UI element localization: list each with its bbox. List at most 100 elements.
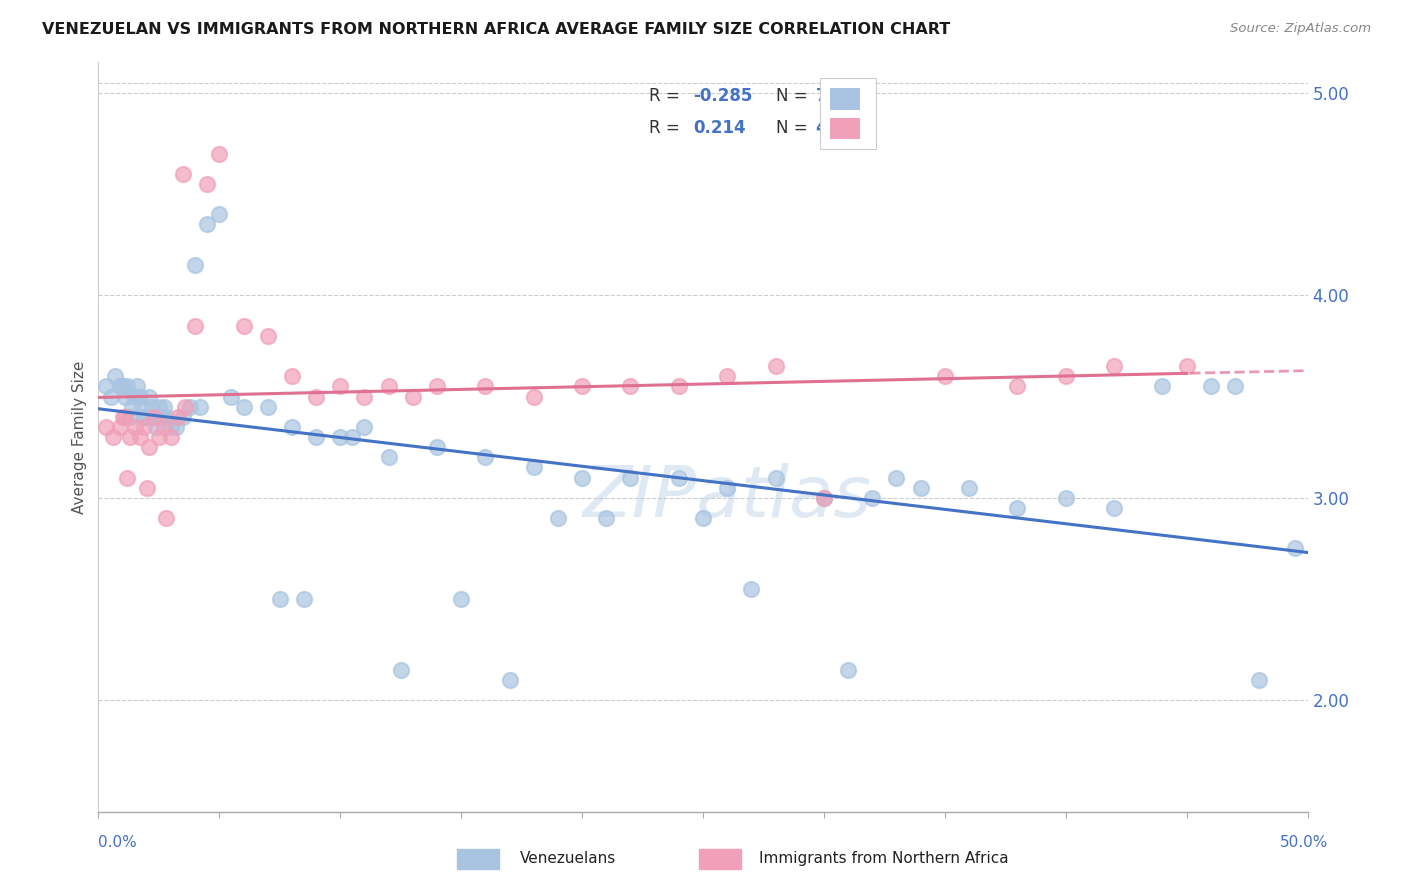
Point — [117, 470, 139, 484]
Text: R =: R = — [648, 87, 685, 105]
Point — [329, 379, 352, 393]
Point — [269, 592, 291, 607]
Point — [155, 511, 177, 525]
Point — [152, 400, 174, 414]
Point — [281, 420, 304, 434]
Point — [1007, 379, 1029, 393]
Point — [813, 491, 835, 505]
Point — [886, 470, 908, 484]
Point — [571, 470, 593, 484]
Point — [342, 430, 364, 444]
Text: 50.0%: 50.0% — [1281, 836, 1329, 850]
Point — [256, 328, 278, 343]
Point — [910, 481, 932, 495]
Point — [692, 511, 714, 525]
Point — [1102, 500, 1125, 515]
Point — [377, 379, 399, 393]
Point — [118, 409, 141, 424]
Point — [668, 470, 690, 484]
Point — [145, 420, 167, 434]
Point — [108, 379, 131, 393]
Text: N =: N = — [776, 120, 813, 137]
Point — [934, 369, 956, 384]
Point — [94, 420, 117, 434]
Point — [595, 511, 617, 525]
Text: 0.214: 0.214 — [693, 120, 747, 137]
Text: 44: 44 — [815, 120, 839, 137]
Point — [860, 491, 883, 505]
Point — [232, 400, 254, 414]
Point — [114, 409, 136, 424]
Point — [160, 420, 183, 434]
Point — [104, 369, 127, 384]
Point — [292, 592, 315, 607]
Point — [208, 207, 231, 221]
Point — [716, 481, 738, 495]
Point — [128, 390, 150, 404]
Point — [134, 420, 156, 434]
Point — [389, 663, 412, 677]
Point — [148, 400, 170, 414]
Point — [377, 450, 399, 465]
Point — [1223, 379, 1246, 393]
Point — [837, 663, 859, 677]
Point — [305, 430, 328, 444]
Text: Source: ZipAtlas.com: Source: ZipAtlas.com — [1230, 22, 1371, 36]
Point — [135, 409, 157, 424]
Point — [124, 390, 146, 404]
Point — [208, 146, 231, 161]
Point — [765, 359, 787, 374]
Point — [281, 369, 304, 384]
Point — [474, 450, 496, 465]
Point — [172, 167, 194, 181]
Text: Venezuelans: Venezuelans — [520, 851, 616, 865]
Point — [256, 400, 278, 414]
Text: N =: N = — [776, 87, 813, 105]
Point — [111, 379, 134, 393]
Point — [571, 379, 593, 393]
Point — [716, 369, 738, 384]
Point — [134, 409, 156, 424]
Text: VENEZUELAN VS IMMIGRANTS FROM NORTHERN AFRICA AVERAGE FAMILY SIZE CORRELATION CH: VENEZUELAN VS IMMIGRANTS FROM NORTHERN A… — [42, 22, 950, 37]
Text: Immigrants from Northern Africa: Immigrants from Northern Africa — [759, 851, 1010, 865]
Point — [114, 390, 136, 404]
Text: R =: R = — [648, 120, 690, 137]
Point — [668, 379, 690, 393]
Point — [1054, 369, 1077, 384]
Point — [179, 400, 201, 414]
Point — [426, 379, 449, 393]
Point — [174, 400, 197, 414]
Point — [740, 582, 762, 596]
Point — [155, 409, 177, 424]
Point — [160, 430, 183, 444]
Legend: , : , — [820, 78, 876, 150]
Point — [135, 481, 157, 495]
Point — [619, 470, 641, 484]
Point — [118, 430, 141, 444]
Point — [1175, 359, 1198, 374]
Point — [523, 390, 546, 404]
Point — [100, 390, 122, 404]
Point — [131, 400, 153, 414]
Point — [148, 430, 170, 444]
Point — [138, 390, 160, 404]
Point — [172, 409, 194, 424]
Point — [523, 460, 546, 475]
Point — [232, 318, 254, 333]
Text: 0.0%: 0.0% — [98, 836, 138, 850]
Point — [111, 409, 134, 424]
Point — [143, 409, 166, 424]
Point — [195, 218, 218, 232]
Text: -0.285: -0.285 — [693, 87, 752, 105]
Point — [127, 379, 149, 393]
Point — [402, 390, 425, 404]
Point — [184, 258, 207, 272]
Point — [957, 481, 980, 495]
Point — [450, 592, 472, 607]
Point — [619, 379, 641, 393]
Point — [765, 470, 787, 484]
Point — [167, 409, 190, 424]
Point — [188, 400, 211, 414]
Point — [329, 430, 352, 444]
Point — [124, 420, 146, 434]
